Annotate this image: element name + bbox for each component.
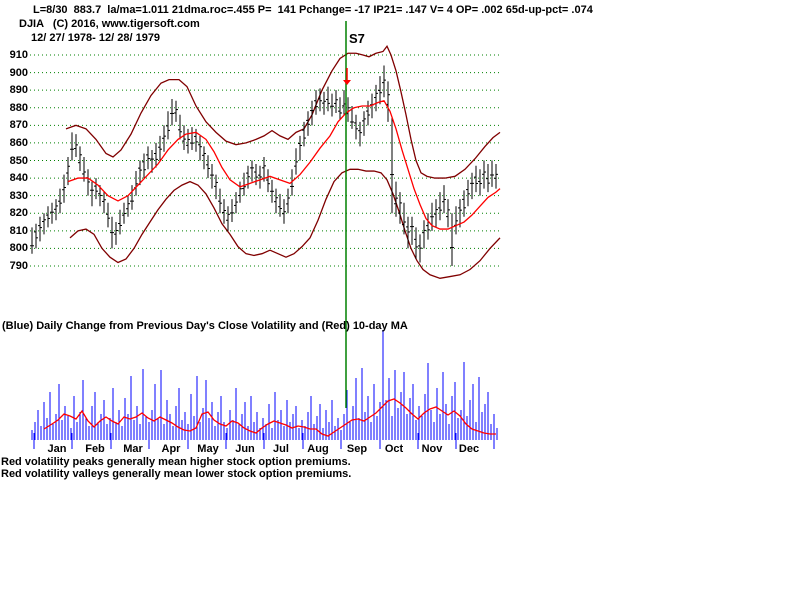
month-label-jun: Jun — [235, 443, 255, 455]
price-axis-label: 810 — [9, 224, 28, 237]
month-label-oct: Oct — [384, 443, 404, 455]
price-axis-label: 890 — [9, 84, 28, 97]
month-label-mar: Mar — [123, 443, 143, 455]
price-axis-label: 910 — [9, 49, 28, 61]
price-axis-label: 790 — [9, 260, 28, 272]
price-axis-label: 850 — [9, 154, 28, 167]
price-axis-label: 880 — [9, 101, 28, 114]
month-label-nov: Nov — [421, 443, 443, 455]
month-label-jul: Jul — [273, 443, 289, 455]
footnote-line-2: Red volatility valleys generally mean lo… — [1, 468, 352, 480]
month-label-aug: Aug — [307, 443, 329, 455]
price-axis-label: 840 — [9, 172, 28, 185]
price-axis-label: 860 — [9, 136, 28, 149]
volatility-panel-title: (Blue) Daily Change from Previous Day's … — [2, 320, 408, 332]
price-axis-label: 870 — [9, 119, 28, 132]
header-date-range: 12/ 27/ 1978- 12/ 28/ 1979 — [31, 32, 161, 44]
month-label-feb: Feb — [85, 443, 105, 455]
month-label-may: May — [197, 443, 219, 455]
month-label-apr: Apr — [161, 443, 181, 455]
price-axis-label: 820 — [9, 207, 28, 220]
price-axis-label: 800 — [9, 242, 28, 255]
price-axis-label: 900 — [9, 66, 28, 79]
month-label-jan: Jan — [47, 443, 67, 455]
month-label-dec: Dec — [458, 443, 480, 455]
month-label-sep: Sep — [346, 443, 368, 455]
header-stats-line: L=8/30 883.7 la/ma=1.011 21dma.roc=.455 … — [33, 4, 593, 16]
price-axis-label: 830 — [9, 189, 28, 202]
header-symbol-line: DJIA (C) 2016, www.tigersoft.com — [19, 18, 200, 30]
event-label-s7: S7 — [349, 31, 365, 46]
footnote-line-1: Red volatility peaks generally mean high… — [1, 456, 351, 468]
